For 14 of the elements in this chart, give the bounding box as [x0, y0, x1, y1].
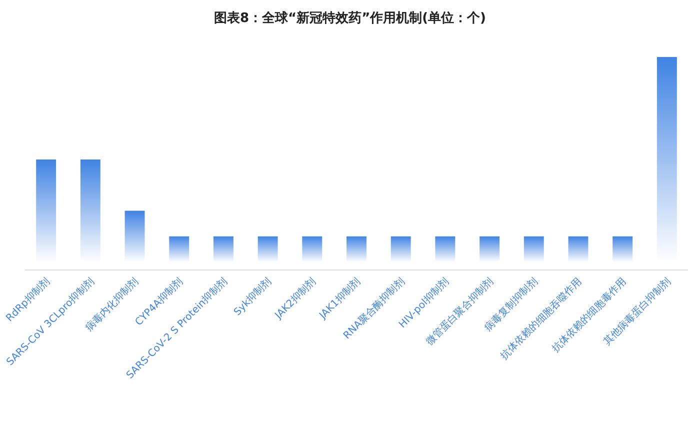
bar	[435, 236, 456, 262]
bar	[169, 236, 190, 262]
bar	[390, 236, 411, 262]
bar	[258, 236, 278, 262]
bar	[346, 236, 366, 262]
bar	[612, 236, 633, 262]
bar	[124, 210, 145, 262]
bar	[213, 236, 234, 262]
chart-title: 图表8：全球“新冠特效药”作用机制(单位：个)	[214, 10, 486, 26]
bar	[480, 236, 500, 262]
bar	[568, 236, 588, 262]
bar	[524, 236, 544, 262]
bar	[302, 236, 322, 262]
x-tick-label: Syk抑制剂	[231, 276, 274, 318]
